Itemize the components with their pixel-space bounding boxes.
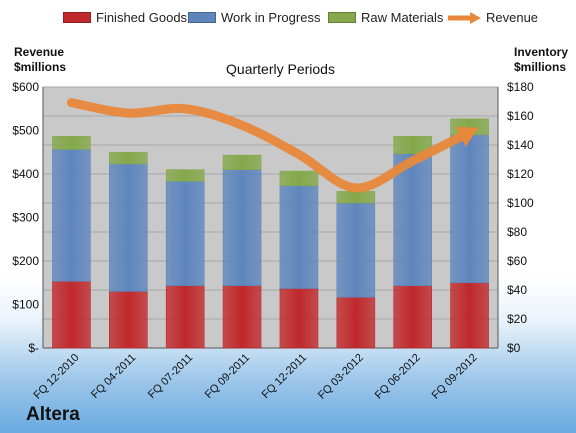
right-axis-title-line1: Inventory — [514, 45, 569, 59]
bar-raw-materials — [109, 151, 148, 165]
left-tick-label: $500 — [12, 124, 39, 138]
x-tick-label: FQ 09-2011 — [203, 352, 252, 401]
left-axis-title: Revenue $millions — [14, 45, 66, 75]
right-tick-label: $100 — [507, 196, 534, 210]
bar-finished-goods — [222, 285, 262, 349]
bar-raw-materials — [393, 136, 432, 155]
bar-finished-goods — [165, 285, 205, 349]
left-axis-title-line1: Revenue — [14, 45, 65, 59]
right-axis-title: Inventory $millions — [514, 45, 568, 75]
bar-raw-materials — [222, 154, 262, 170]
right-tick-label: $0 — [507, 341, 521, 355]
bar-raw-materials — [52, 136, 91, 150]
bar-work-in-progress — [52, 149, 91, 282]
bar-work-in-progress — [165, 180, 205, 286]
legend: Finished Goods Work in Progress Raw Mate… — [0, 10, 576, 34]
bar-finished-goods — [450, 282, 489, 349]
legend-item-work-in-progress: Work in Progress — [188, 10, 320, 25]
revenue-arrowhead — [455, 126, 479, 147]
legend-swatch-work-in-progress — [188, 12, 216, 23]
right-tick-label: $20 — [507, 312, 527, 326]
bar-work-in-progress — [109, 163, 148, 292]
legend-label-revenue: Revenue — [486, 10, 539, 25]
bar-finished-goods — [393, 285, 432, 349]
x-tick-label: FQ 07-2011 — [146, 352, 195, 401]
right-tick-label: $160 — [507, 109, 534, 123]
bar-work-in-progress — [336, 202, 376, 298]
bar-finished-goods — [109, 291, 148, 349]
left-tick-label: $300 — [12, 211, 39, 225]
legend-item-finished-goods: Finished Goods — [63, 10, 187, 25]
x-tick-label: FQ 03-2012 — [316, 352, 366, 402]
bar-finished-goods — [279, 288, 319, 349]
legend-arrow-icon — [448, 11, 481, 24]
legend-label-finished-goods: Finished Goods — [96, 10, 188, 25]
legend-item-revenue: Revenue — [448, 10, 538, 25]
right-tick-label: $60 — [507, 254, 527, 268]
bar-raw-materials — [336, 191, 376, 204]
legend-label-work-in-progress: Work in Progress — [221, 10, 321, 25]
x-tick-label: FQ 06-2012 — [373, 352, 423, 402]
x-tick-label: FQ 12-2010 — [32, 352, 82, 402]
left-tick-label: $400 — [12, 167, 39, 181]
chart-subtitle: Quarterly Periods — [226, 61, 335, 77]
left-tick-label: $600 — [12, 80, 39, 94]
left-tick-label: $200 — [12, 254, 39, 268]
legend-item-raw-materials: Raw Materials — [328, 10, 443, 25]
bar-raw-materials — [165, 169, 205, 182]
x-tick-label: FQ 04-2011 — [89, 352, 138, 401]
x-tick-label: FQ 12-2011 — [260, 352, 309, 401]
left-axis-title-line2: $millions — [14, 60, 67, 74]
company-name: Altera — [26, 404, 80, 425]
right-axis-title-line2: $millions — [514, 60, 567, 74]
right-tick-label: $80 — [507, 225, 527, 239]
left-tick-label: $- — [28, 341, 39, 355]
left-tick-label: $100 — [12, 298, 39, 312]
right-tick-label: $40 — [507, 283, 527, 297]
right-tick-label: $120 — [507, 167, 534, 181]
revenue-line — [66, 98, 475, 193]
bar-work-in-progress — [279, 185, 319, 289]
bar-finished-goods — [52, 280, 91, 349]
bar-finished-goods — [336, 296, 376, 349]
bar-work-in-progress — [222, 169, 262, 286]
bar-work-in-progress — [393, 153, 432, 286]
right-tick-label: $180 — [507, 80, 534, 94]
bar-raw-materials — [279, 170, 319, 186]
right-tick-label: $140 — [507, 138, 534, 152]
bar-work-in-progress — [450, 134, 489, 284]
legend-swatch-finished-goods — [63, 12, 91, 23]
x-tick-label: FQ 09-2012 — [430, 352, 480, 402]
legend-label-raw-materials: Raw Materials — [361, 10, 444, 25]
legend-swatch-raw-materials — [328, 12, 356, 23]
